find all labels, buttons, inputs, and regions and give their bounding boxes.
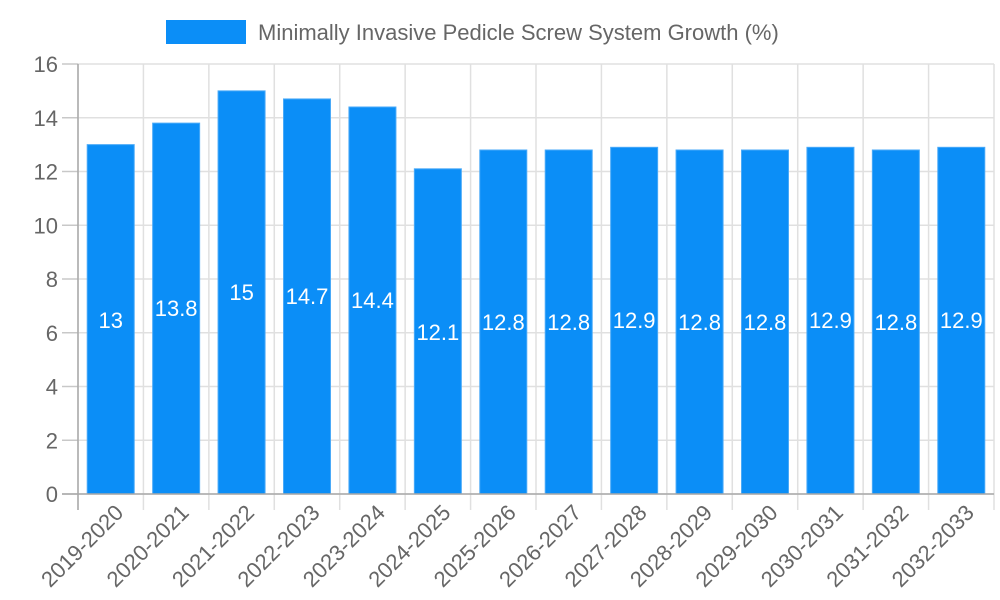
bar-value-label: 14.4: [351, 288, 394, 313]
bar[interactable]: [152, 122, 201, 495]
grid-lines: [77, 63, 995, 510]
y-tick-label: 8: [46, 267, 58, 292]
legend-label: Minimally Invasive Pedicle Screw System …: [258, 20, 779, 45]
bar-value-label: 12.8: [874, 310, 917, 335]
bar[interactable]: [610, 146, 659, 495]
chart-legend[interactable]: Minimally Invasive Pedicle Screw System …: [166, 20, 779, 45]
bar[interactable]: [479, 149, 528, 495]
y-tick-label: 14: [34, 106, 58, 131]
bars: 13 13.8 15 14.7 14.4 12.1 12.8 12.8 12.9 12.8 12.8…: [86, 90, 986, 495]
bar-value-label: 14.7: [286, 284, 329, 309]
bar[interactable]: [871, 149, 920, 495]
y-tick-label: 0: [46, 482, 58, 507]
bar-value-label: 12.8: [744, 310, 787, 335]
y-tick-label: 10: [34, 213, 58, 238]
y-tick-label: 16: [34, 52, 58, 77]
bar-value-label: 13: [98, 308, 122, 333]
bar[interactable]: [413, 168, 462, 495]
bar[interactable]: [544, 149, 593, 495]
y-tick-label: 6: [46, 321, 58, 346]
bar-value-label: 12.9: [809, 308, 852, 333]
y-axis: 0 2 4 6 8 10 12 14 16: [34, 52, 79, 510]
bar-value-label: 12.9: [613, 308, 656, 333]
legend-swatch: [166, 20, 246, 44]
y-tick-label: 2: [46, 428, 58, 453]
bar-value-label: 15: [229, 280, 253, 305]
bar[interactable]: [86, 144, 135, 495]
bar[interactable]: [675, 149, 724, 495]
bar[interactable]: [217, 90, 266, 495]
bar-value-label: 12.8: [678, 310, 721, 335]
bar-value-label: 12.8: [482, 310, 525, 335]
bar-value-label: 12.8: [547, 310, 590, 335]
bar[interactable]: [741, 149, 789, 495]
x-axis: 2019-20202020-20212021-20222022-20232023…: [36, 493, 994, 592]
bar[interactable]: [806, 146, 855, 495]
y-tick-label: 12: [34, 160, 58, 185]
bar[interactable]: [937, 146, 986, 495]
bar[interactable]: [348, 106, 397, 495]
bar-value-label: 12.9: [940, 308, 983, 333]
bar-value-label: 13.8: [155, 296, 198, 321]
y-tick-label: 4: [46, 375, 58, 400]
bar-value-label: 12.1: [416, 320, 459, 345]
